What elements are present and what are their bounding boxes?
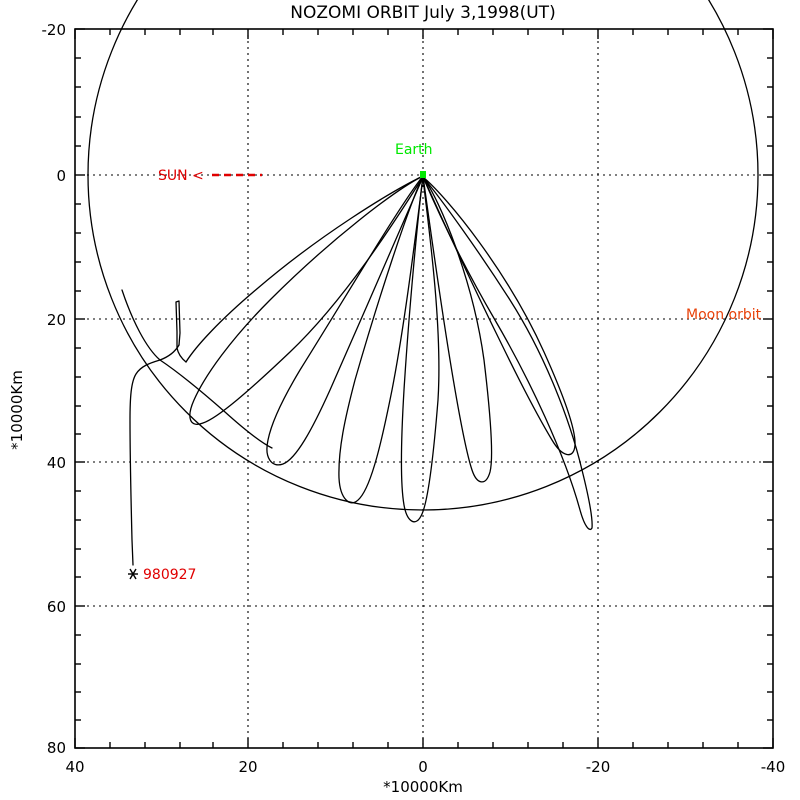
orbit-loop-4 xyxy=(422,175,493,483)
orbit-incoming-arc xyxy=(121,289,161,361)
orbit-loop-6 xyxy=(422,176,593,531)
y-tick-label-4: 60 xyxy=(47,598,66,616)
plot-frame xyxy=(74,28,774,749)
epoch-label: 980927 xyxy=(143,567,196,583)
orbit-loop-2 xyxy=(338,175,424,504)
x-axis-ticks xyxy=(74,29,774,748)
orbit-loop-3 xyxy=(400,175,440,523)
y-axis-ticks xyxy=(75,28,773,749)
x-tick-label-4: -40 xyxy=(761,758,786,776)
y-tick-labels: -20 0 20 40 60 80 xyxy=(42,21,67,757)
orbit-spike xyxy=(175,300,187,363)
y-tick-label-5: 80 xyxy=(47,739,66,757)
earth-label: Earth xyxy=(395,142,433,158)
nozomi-trajectory-track xyxy=(121,175,593,566)
epoch-annotation: 980927 xyxy=(128,567,196,583)
sun-direction-annotation: SUN < xyxy=(158,168,262,184)
grid-lines xyxy=(75,29,773,748)
orbit-loop-5 xyxy=(422,175,576,456)
x-axis-label: *10000Km xyxy=(383,778,463,796)
y-tick-label-2: 20 xyxy=(47,311,66,329)
y-tick-label-3: 40 xyxy=(47,454,66,472)
orbit-loop-1 xyxy=(266,175,424,466)
moon-orbit-circle xyxy=(87,0,759,511)
sun-label: SUN < xyxy=(158,168,204,184)
x-tick-label-0: 40 xyxy=(65,758,84,776)
x-tick-labels: 40 20 0 -20 -40 xyxy=(65,758,785,776)
orbit-escape-branch xyxy=(129,344,180,566)
x-tick-label-1: 20 xyxy=(238,758,257,776)
orbit-swingby-leg xyxy=(185,175,424,363)
y-axis-label: *10000Km xyxy=(8,370,26,450)
y-tick-label-0: -20 xyxy=(42,21,67,39)
x-tick-label-3: -20 xyxy=(586,758,611,776)
earth-annotation: Earth xyxy=(395,142,433,178)
asterisk-icon xyxy=(128,568,138,580)
y-tick-label-1: 0 xyxy=(56,167,66,185)
page-title: NOZOMI ORBIT July 3,1998(UT) xyxy=(290,3,555,23)
moon-orbit-label: Moon orbit xyxy=(686,307,762,323)
orbit-descending-arc xyxy=(159,359,273,449)
x-tick-label-2: 0 xyxy=(418,758,428,776)
earth-marker-icon xyxy=(420,171,426,178)
orbit-loop-7 xyxy=(189,175,424,425)
